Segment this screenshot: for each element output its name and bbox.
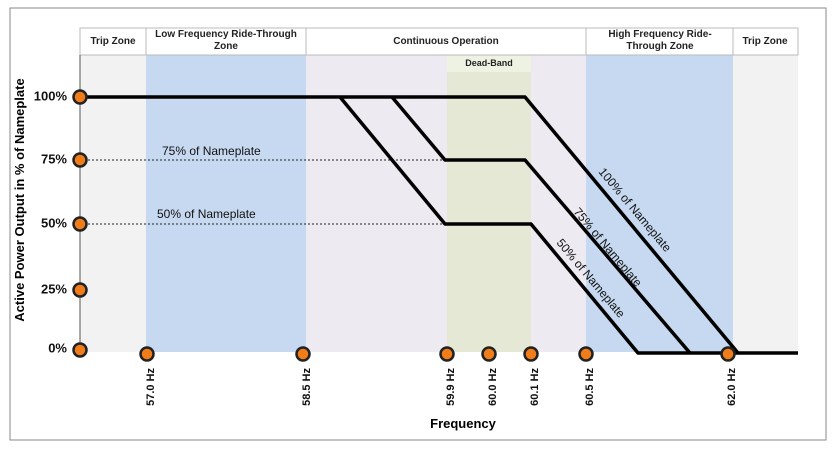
y-markers [72,89,88,358]
dead-band-header [447,55,531,72]
x-label: 60.0 Hz [487,368,499,406]
line-label: 50% of Nameplate [157,207,256,221]
zone-label: Trip Zone [91,36,136,47]
x-label: 60.5 Hz [584,368,596,406]
zone-label: Trip Zone [743,36,788,47]
x-markers [139,346,736,362]
y-label: 75% [41,151,67,166]
marker [72,282,88,298]
trip-zone-bg [733,28,798,352]
y-axis-title: Active Power Output in % of Nameplate [12,78,27,321]
lfrt-bg [146,55,306,352]
marker [720,346,736,362]
marker [72,152,88,168]
x-axis-title: Frequency [430,416,497,431]
zone-label: Continuous Operation [393,36,499,47]
dead-band-bg [447,55,531,352]
trip-zone-bg [80,28,146,352]
marker [578,346,594,362]
y-label: 50% [41,215,67,230]
marker [72,216,88,232]
zone-header [79,27,799,56]
continuous-bg [306,55,586,352]
marker [72,342,88,358]
y-label: 100% [34,88,68,103]
hfrt-bg [586,55,733,352]
x-label: 62.0 Hz [726,368,738,406]
marker [439,346,455,362]
curves [80,95,798,355]
y-label: 25% [41,281,67,296]
marker [523,346,539,362]
line-label: 75% of Nameplate [162,144,261,158]
zone-label-box: Low Frequency Ride-Through Zone [155,29,297,52]
curve-100 [80,95,798,355]
marker [481,346,497,362]
curve-50 [338,95,738,355]
x-label: 60.1 Hz [529,368,541,406]
y-label: 0% [48,340,67,355]
x-label: 57.0 Hz [145,368,157,406]
dead-band-label: Dead-Band [465,58,513,68]
marker [295,346,311,362]
zone-label: High Frequency Ride-Through Zone [608,29,712,52]
marker [72,89,88,105]
zone-label: Low Frequency Ride-Through Zone [155,29,297,52]
x-label: 58.5 Hz [301,368,313,406]
zone-label-box: High Frequency Ride-Through Zone [608,29,712,52]
x-label: 59.9 Hz [445,368,457,406]
marker [139,346,155,362]
curve-75 [390,95,692,355]
